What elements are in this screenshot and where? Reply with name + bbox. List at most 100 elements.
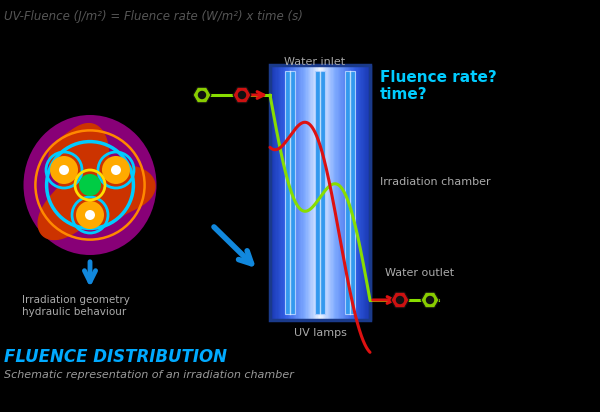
Bar xyxy=(345,71,355,314)
Bar xyxy=(301,65,304,320)
Bar xyxy=(339,65,341,320)
Bar xyxy=(289,65,291,320)
Bar xyxy=(367,65,370,320)
Bar xyxy=(356,65,359,320)
Bar xyxy=(293,65,295,320)
Bar xyxy=(271,65,274,320)
Bar xyxy=(308,65,310,320)
Bar xyxy=(326,65,329,320)
Bar xyxy=(358,65,360,320)
Text: Schematic representation of an irradiation chamber: Schematic representation of an irradiati… xyxy=(4,370,294,380)
Bar xyxy=(294,65,296,320)
Circle shape xyxy=(427,297,433,304)
Bar xyxy=(276,65,278,320)
Circle shape xyxy=(397,297,404,304)
Bar xyxy=(351,65,353,320)
Bar xyxy=(280,65,282,320)
Bar xyxy=(315,65,317,320)
Polygon shape xyxy=(421,292,439,308)
Bar xyxy=(310,65,312,320)
Circle shape xyxy=(111,165,121,175)
Bar xyxy=(270,65,272,320)
Bar xyxy=(359,65,361,320)
Bar xyxy=(320,65,322,320)
Bar xyxy=(369,65,371,320)
Circle shape xyxy=(50,156,78,184)
Bar xyxy=(337,65,340,320)
Bar xyxy=(341,65,343,320)
Bar xyxy=(315,71,325,314)
Circle shape xyxy=(79,174,101,196)
Text: UV lamps: UV lamps xyxy=(293,328,346,338)
Text: Water inlet: Water inlet xyxy=(284,57,346,67)
Bar xyxy=(314,65,316,320)
Bar xyxy=(364,65,366,320)
Text: UV-Fluence (J/m²) = Fluence rate (W/m²) x time (s): UV-Fluence (J/m²) = Fluence rate (W/m²) … xyxy=(4,10,303,23)
Bar xyxy=(355,65,357,320)
Bar xyxy=(325,65,327,320)
Bar xyxy=(317,65,320,320)
Bar xyxy=(300,65,302,320)
Bar xyxy=(313,65,315,320)
Bar xyxy=(299,65,301,320)
Bar xyxy=(365,65,367,320)
Bar xyxy=(331,65,334,320)
Circle shape xyxy=(102,156,130,184)
Bar xyxy=(298,65,300,320)
Bar xyxy=(285,71,295,314)
Bar xyxy=(283,65,285,320)
Polygon shape xyxy=(391,292,409,308)
Text: FLUENCE DISTRIBUTION: FLUENCE DISTRIBUTION xyxy=(4,348,227,366)
Circle shape xyxy=(239,91,245,98)
Polygon shape xyxy=(233,87,251,103)
Bar xyxy=(287,65,290,320)
Bar xyxy=(281,65,284,320)
Text: Irradiation chamber: Irradiation chamber xyxy=(380,177,491,187)
Bar xyxy=(346,65,349,320)
Bar xyxy=(321,65,323,320)
Bar xyxy=(295,65,297,320)
Polygon shape xyxy=(193,87,211,103)
Bar xyxy=(329,65,331,320)
Bar xyxy=(304,65,306,320)
Bar xyxy=(284,65,286,320)
Bar xyxy=(366,65,368,320)
Ellipse shape xyxy=(23,115,157,255)
Bar xyxy=(362,65,365,320)
Bar xyxy=(349,65,351,320)
Circle shape xyxy=(85,210,95,220)
Bar xyxy=(340,65,342,320)
Polygon shape xyxy=(38,124,155,239)
Bar xyxy=(335,65,337,320)
Bar xyxy=(353,65,355,320)
Bar xyxy=(277,65,280,320)
Bar xyxy=(354,65,356,320)
Bar xyxy=(302,65,305,320)
Bar xyxy=(306,65,308,320)
Text: Irradiation geometry
hydraulic behaviour: Irradiation geometry hydraulic behaviour xyxy=(22,295,130,316)
Text: Water outlet: Water outlet xyxy=(385,268,454,278)
Bar xyxy=(336,65,338,320)
Bar xyxy=(319,65,321,320)
Bar xyxy=(272,65,275,320)
Bar xyxy=(270,65,370,320)
Circle shape xyxy=(59,165,69,175)
Bar xyxy=(285,65,287,320)
Bar xyxy=(332,65,335,320)
Bar xyxy=(316,65,319,320)
Bar xyxy=(279,65,281,320)
Bar xyxy=(360,65,362,320)
Circle shape xyxy=(76,201,104,229)
Bar xyxy=(296,65,299,320)
Bar xyxy=(290,65,292,320)
Bar xyxy=(330,65,332,320)
Bar xyxy=(286,65,289,320)
Bar xyxy=(309,65,311,320)
Bar xyxy=(347,65,350,320)
Bar xyxy=(344,65,346,320)
Bar xyxy=(323,65,325,320)
Bar xyxy=(343,65,345,320)
Bar xyxy=(361,65,364,320)
Text: Fluence rate?
time?: Fluence rate? time? xyxy=(380,70,497,103)
Bar xyxy=(328,65,330,320)
